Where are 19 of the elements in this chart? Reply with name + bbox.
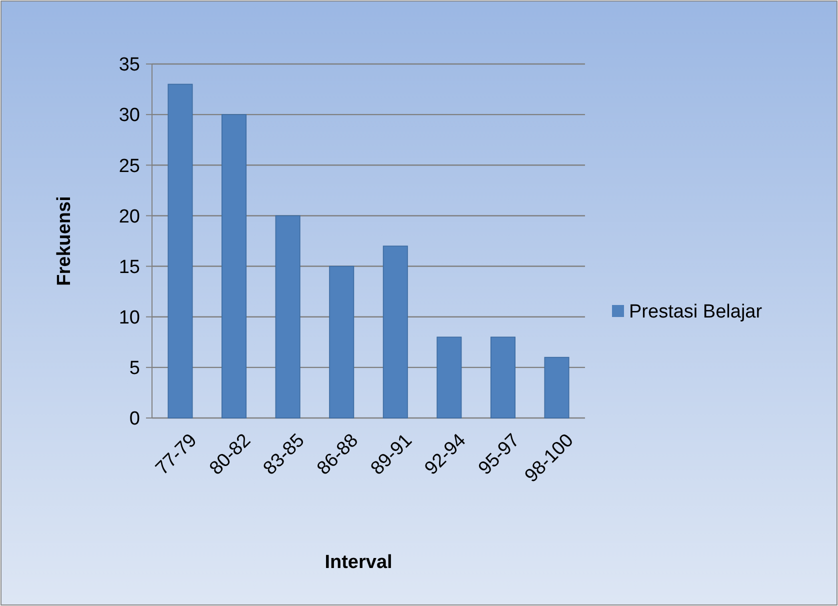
y-tick-label: 30: [118, 105, 140, 126]
bar: [544, 356, 570, 418]
y-axis-title: Frekuensi: [54, 196, 75, 286]
y-tick-label: 15: [118, 256, 140, 278]
bar: [382, 246, 408, 418]
bar: [436, 336, 462, 418]
y-tick-label: 10: [118, 308, 140, 329]
y-tick-label: 35: [118, 54, 140, 76]
bar: [490, 336, 516, 418]
bar: [168, 84, 193, 418]
x-axis-title: Interval: [324, 552, 392, 573]
y-tick-label: 0: [129, 408, 140, 430]
y-tick-label: 5: [129, 358, 140, 380]
y-tick-label: 20: [118, 206, 140, 228]
bar: [329, 266, 354, 418]
y-tick-label: 25: [118, 156, 140, 177]
bar: [275, 215, 300, 418]
text: Prestasi Belajar: [629, 302, 763, 323]
bar: [222, 114, 247, 418]
